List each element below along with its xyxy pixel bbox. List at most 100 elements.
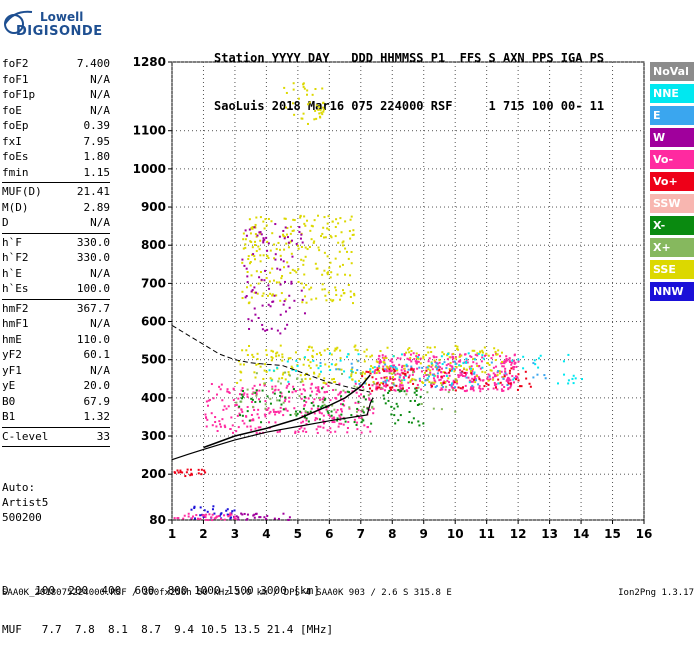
grid-dot (297, 262, 299, 263)
grid-dot (184, 519, 185, 521)
echo-point (313, 219, 316, 222)
grid-dot (216, 244, 217, 246)
grid-dot (344, 435, 345, 437)
grid-dot (580, 110, 582, 111)
grid-dot (454, 518, 456, 519)
grid-dot (464, 359, 465, 361)
grid-dot (596, 359, 597, 361)
grid-dot (423, 242, 425, 243)
grid-dot (496, 435, 497, 437)
param-value: N/A (90, 216, 110, 229)
grid-dot (297, 306, 299, 307)
grid-dot (612, 286, 614, 287)
grid-dot (412, 473, 413, 475)
grid-dot (265, 118, 267, 119)
grid-dot (532, 282, 533, 284)
grid-dot (360, 102, 362, 103)
echo-point (348, 376, 351, 379)
param-value: 1.32 (83, 410, 111, 423)
grid-dot (549, 414, 551, 415)
echo-point (372, 381, 375, 384)
grid-dot (628, 130, 629, 132)
grid-dot (643, 358, 645, 359)
grid-dot (234, 390, 236, 391)
grid-dot (454, 406, 456, 407)
grid-dot (171, 254, 173, 255)
grid-dot (297, 286, 299, 287)
grid-dot (612, 370, 614, 371)
grid-dot (196, 244, 197, 246)
grid-dot (391, 342, 393, 343)
grid-dot (517, 278, 519, 279)
grid-dot (454, 334, 456, 335)
echo-point (267, 284, 270, 287)
grid-dot (391, 422, 393, 423)
grid-dot (486, 370, 488, 371)
echo-point (255, 235, 258, 238)
grid-dot (486, 86, 488, 87)
grid-dot (612, 502, 614, 503)
grid-dot (297, 454, 299, 455)
echo-point (481, 387, 484, 390)
grid-dot (423, 166, 425, 167)
grid-dot (500, 282, 501, 284)
echo-point (303, 389, 306, 392)
echo-point (317, 367, 320, 370)
echo-point (284, 298, 287, 301)
scaled-parameters-panel: foF2 7.400 foF1 N/A foF1p N/A foE N/A foEp 0.39 fx… (2, 56, 110, 448)
echo-point (351, 233, 354, 236)
grid-dot (328, 246, 330, 247)
grid-dot (456, 435, 457, 437)
grid-dot (643, 138, 645, 139)
grid-dot (580, 290, 582, 291)
echo-point (385, 365, 388, 368)
grid-dot (265, 406, 267, 407)
grid-dot (188, 359, 189, 361)
echo-point (327, 412, 330, 415)
echo-point (294, 369, 297, 372)
grid-dot (517, 170, 519, 171)
echo-point (369, 355, 372, 358)
grid-dot (549, 506, 551, 507)
grid-dot (608, 473, 609, 475)
grid-dot (265, 390, 267, 391)
grid-dot (448, 168, 449, 170)
echo-point (338, 414, 341, 417)
grid-dot (384, 435, 385, 437)
param-key: MUF(D) (2, 185, 42, 198)
echo-point (429, 371, 432, 374)
grid-dot (549, 410, 551, 411)
echo-point (290, 282, 293, 285)
grid-dot (328, 321, 329, 323)
grid-dot (292, 519, 293, 521)
grid-dot (171, 446, 173, 447)
grid-dot (297, 222, 299, 223)
grid-dot (171, 106, 173, 107)
grid-dot (236, 206, 237, 208)
grid-dot (204, 359, 205, 361)
grid-dot (456, 130, 457, 132)
echo-point (346, 431, 349, 434)
grid-dot (171, 326, 173, 327)
echo-point (324, 363, 327, 366)
echo-point (385, 382, 388, 385)
grid-dot (432, 282, 433, 284)
echo-point (282, 303, 285, 306)
echo-point (250, 397, 253, 400)
echo-point (299, 215, 302, 218)
echo-point (510, 361, 513, 364)
grid-dot (297, 450, 299, 451)
grid-dot (328, 142, 330, 143)
grid-dot (423, 270, 425, 271)
echo-point (241, 387, 244, 390)
param-key: foEp (2, 119, 29, 132)
grid-dot (171, 410, 173, 411)
grid-dot (202, 222, 204, 223)
echo-point (508, 360, 511, 363)
grid-dot (328, 435, 329, 437)
grid-dot (556, 61, 557, 63)
echo-point (261, 389, 264, 392)
grid-dot (360, 166, 362, 167)
grid-dot (643, 102, 645, 103)
grid-dot (265, 82, 267, 83)
